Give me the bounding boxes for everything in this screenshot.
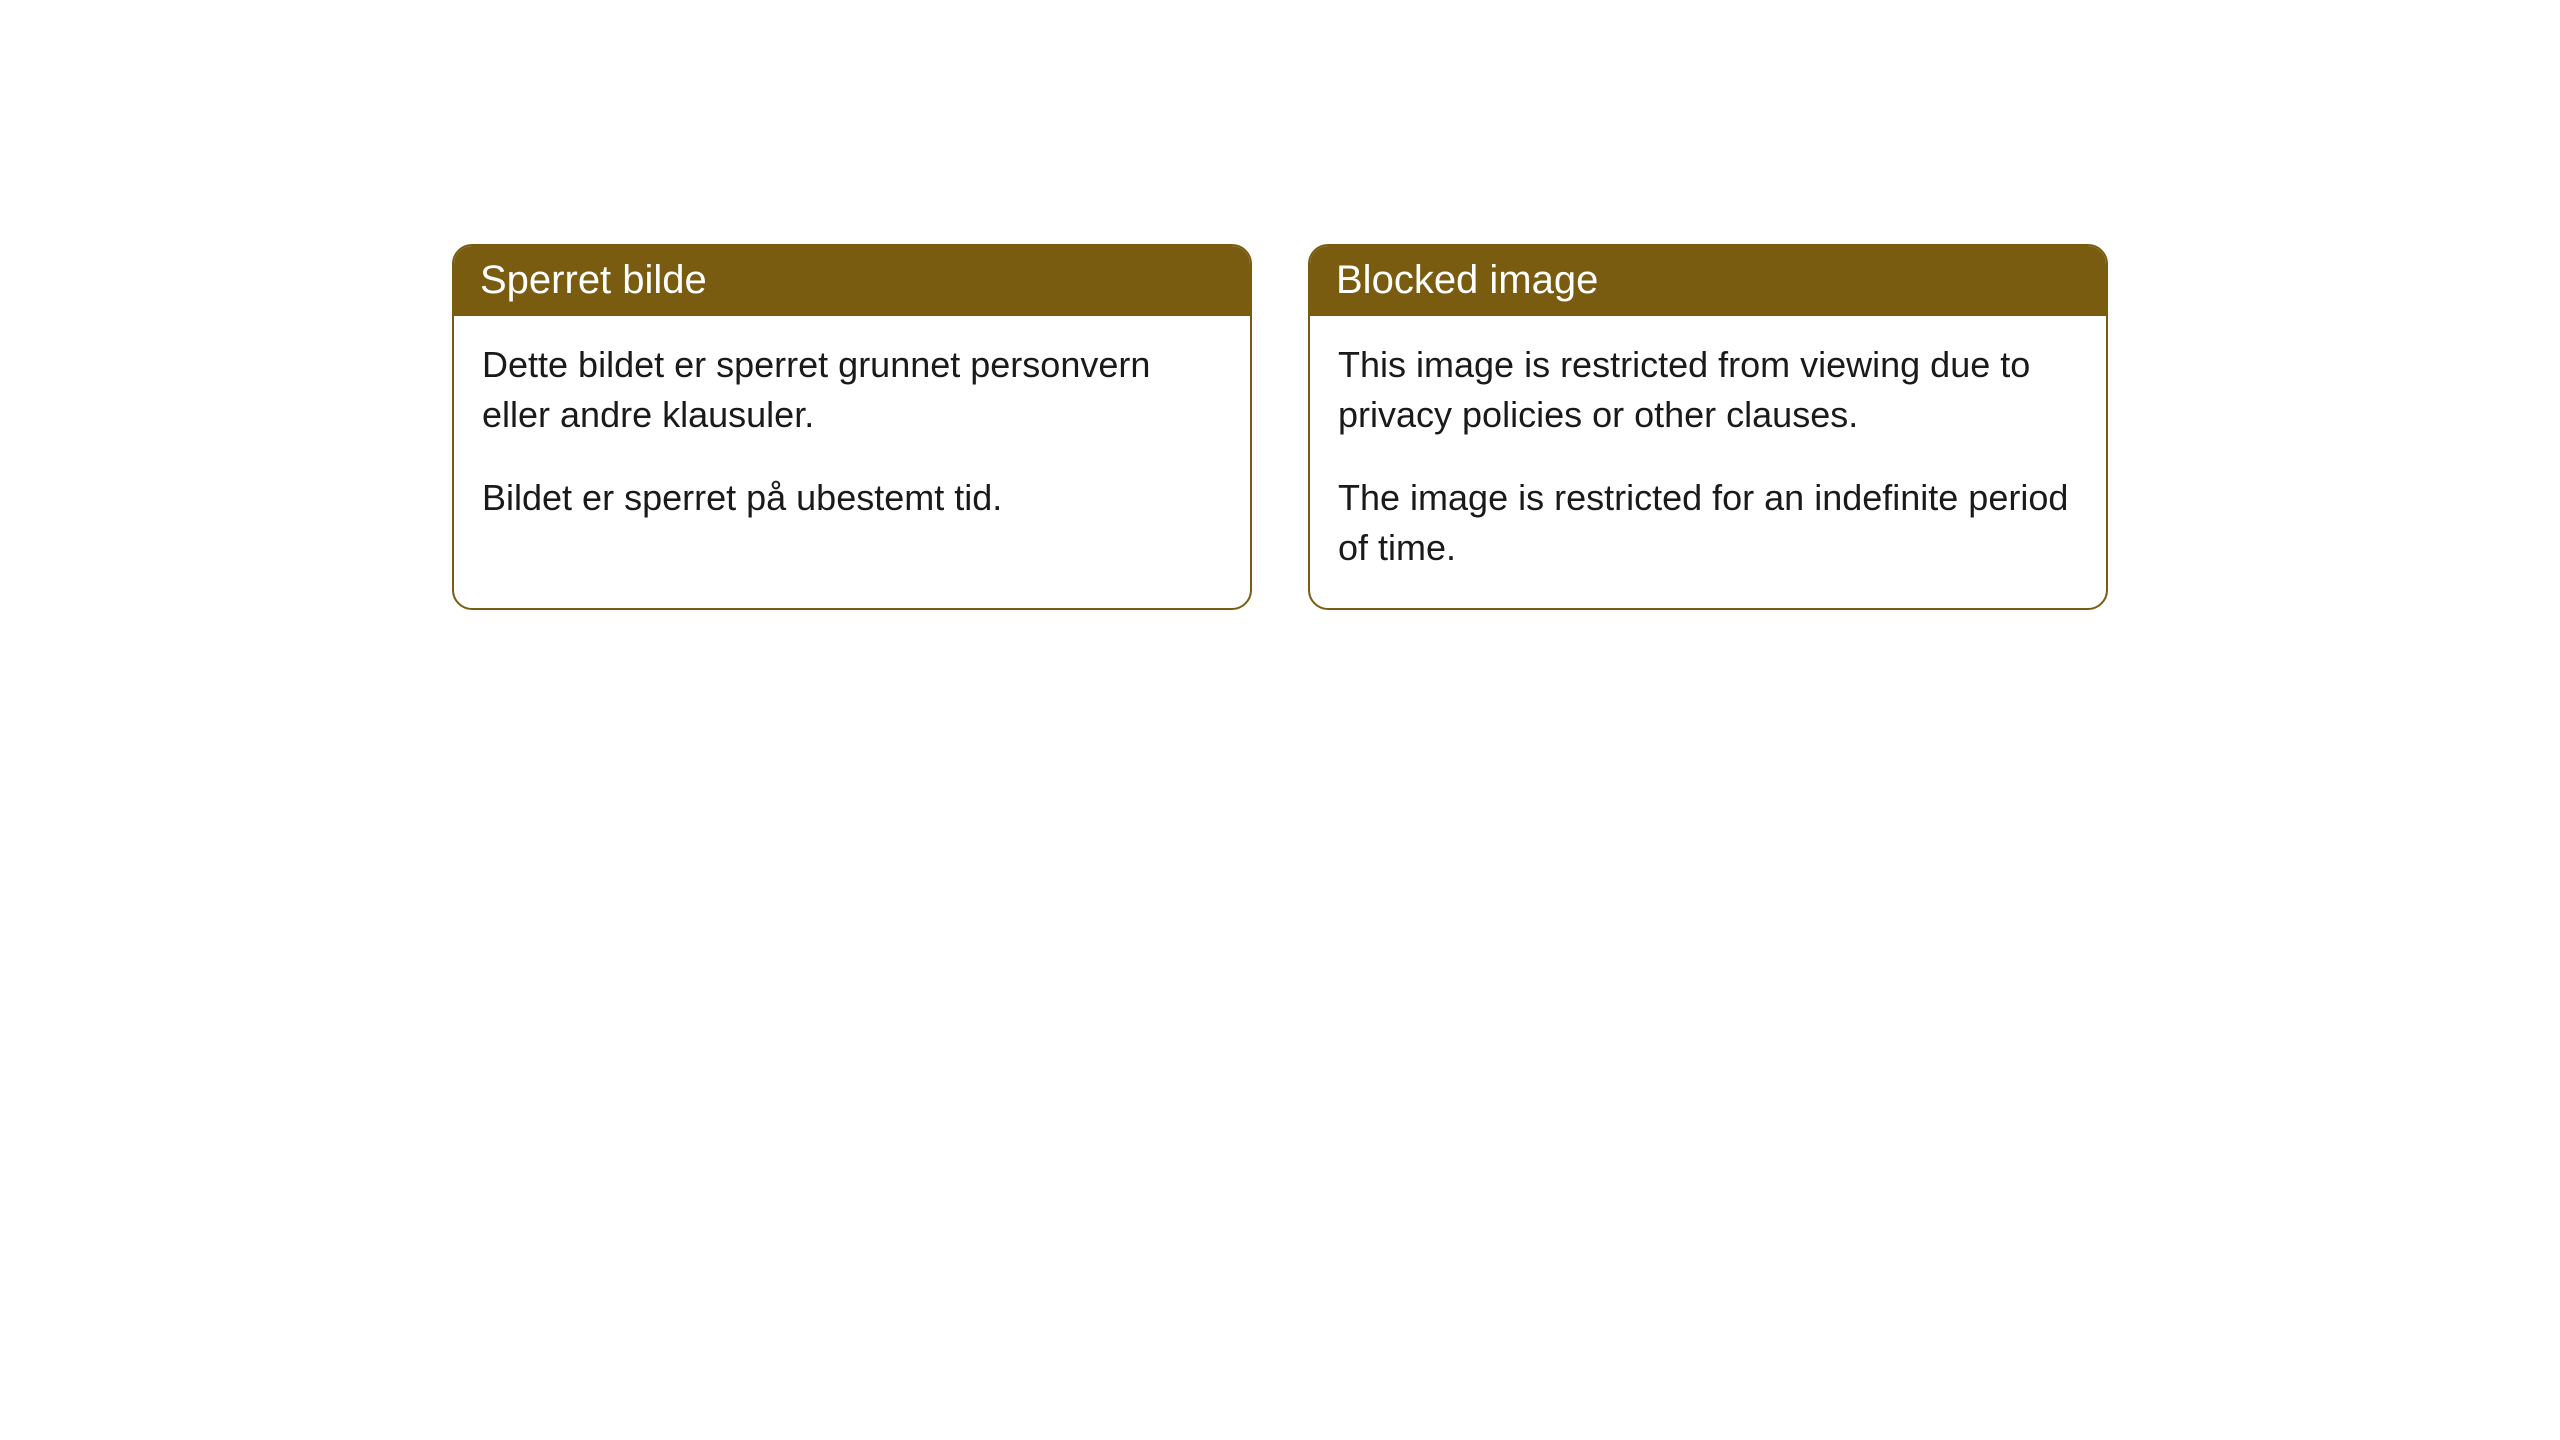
- blocked-image-card-norwegian: Sperret bilde Dette bildet er sperret gr…: [452, 244, 1252, 610]
- notice-cards-container: Sperret bilde Dette bildet er sperret gr…: [0, 0, 2560, 610]
- card-text-english-1: This image is restricted from viewing du…: [1338, 340, 2078, 441]
- card-text-english-2: The image is restricted for an indefinit…: [1338, 473, 2078, 574]
- card-header-norwegian: Sperret bilde: [454, 246, 1250, 316]
- card-text-norwegian-2: Bildet er sperret på ubestemt tid.: [482, 473, 1222, 523]
- card-body-english: This image is restricted from viewing du…: [1310, 316, 2106, 608]
- blocked-image-card-english: Blocked image This image is restricted f…: [1308, 244, 2108, 610]
- card-header-english: Blocked image: [1310, 246, 2106, 316]
- card-body-norwegian: Dette bildet er sperret grunnet personve…: [454, 316, 1250, 557]
- card-text-norwegian-1: Dette bildet er sperret grunnet personve…: [482, 340, 1222, 441]
